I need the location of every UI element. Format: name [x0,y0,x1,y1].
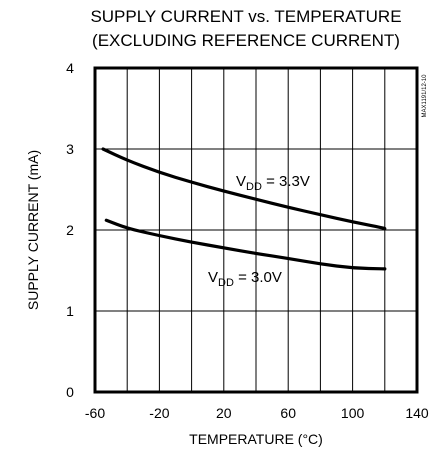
x-tick-label: 60 [280,405,296,421]
part-number: MAX1191/12-10 [422,74,428,118]
y-tick-label: 3 [66,141,74,157]
x-tick-label: 100 [341,405,365,421]
series-label-vdd-3v3: VDD = 3.3V [236,173,310,193]
y-tick-labels: 0 1 2 3 4 [66,60,74,400]
y-axis-label: SUPPLY CURRENT (mA) [25,150,41,310]
y-tick-label: 2 [66,222,74,238]
series-line-1 [104,218,387,271]
chart-subtitle: (EXCLUDING REFERENCE CURRENT) [92,31,400,50]
x-tick-label: -20 [149,405,169,421]
x-tick-label: 20 [216,405,232,421]
series-line-0 [101,147,387,230]
y-tick-label: 4 [66,60,74,76]
series-label-vdd-3v0: VDD = 3.0V [208,269,282,289]
y-tick-label: 1 [66,303,74,319]
y-tick-label: 0 [66,384,74,400]
x-tick-label: -60 [85,405,105,421]
plot-frame [93,66,419,394]
x-tick-labels: -60 -20 20 60 100 140 [85,405,429,421]
series-lines [101,147,387,271]
x-axis-label: TEMPERATURE (°C) [189,431,323,447]
grid-lines [95,68,417,392]
x-tick-label: 140 [405,405,429,421]
chart-title: SUPPLY CURRENT vs. TEMPERATURE [90,7,401,26]
